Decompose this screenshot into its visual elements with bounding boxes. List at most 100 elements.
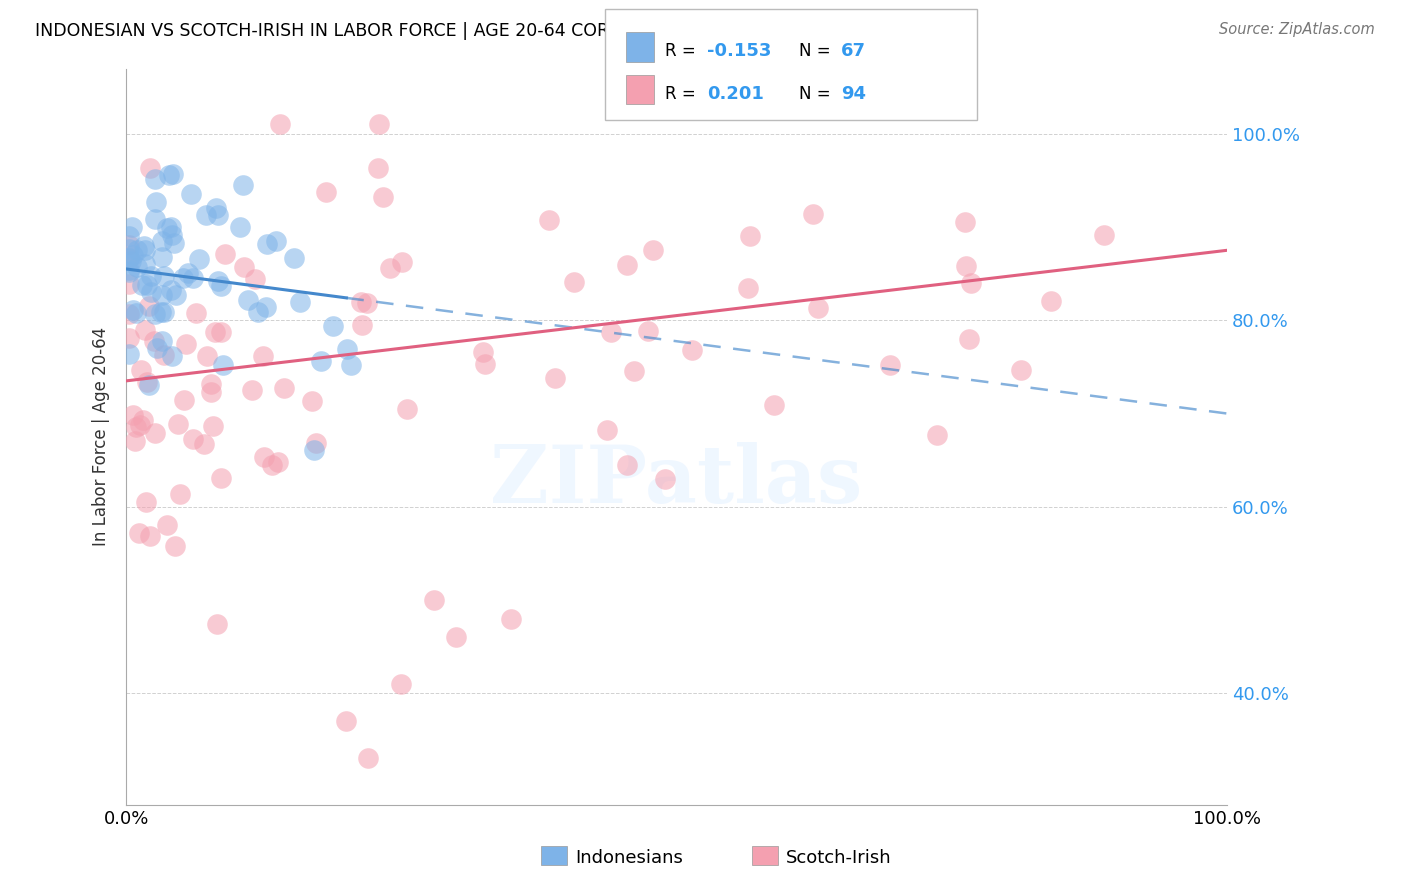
- Point: [146, 341, 169, 355]
- Point: [117, 251, 139, 265]
- Point: [125, 260, 148, 275]
- Point: [204, 326, 226, 340]
- Point: [236, 293, 259, 307]
- Point: [135, 494, 157, 508]
- Point: [637, 324, 659, 338]
- Point: [124, 434, 146, 448]
- Point: [211, 358, 233, 372]
- Point: [240, 384, 263, 398]
- Point: [623, 364, 645, 378]
- Point: [145, 307, 167, 321]
- Point: [352, 318, 374, 332]
- Point: [305, 436, 328, 450]
- Point: [643, 244, 665, 258]
- Point: [138, 299, 160, 313]
- Point: [315, 185, 337, 199]
- Point: [153, 305, 176, 319]
- Point: [681, 343, 703, 358]
- Point: [174, 336, 197, 351]
- Point: [616, 458, 638, 472]
- Point: [173, 393, 195, 408]
- Point: [654, 472, 676, 486]
- Point: [200, 385, 222, 400]
- Text: ZIPatlas: ZIPatlas: [491, 442, 863, 520]
- Point: [254, 300, 277, 314]
- Point: [391, 255, 413, 269]
- Text: 94: 94: [841, 85, 866, 103]
- Point: [273, 381, 295, 395]
- Point: [141, 285, 163, 299]
- Point: [128, 418, 150, 433]
- Point: [309, 354, 332, 368]
- Point: [204, 201, 226, 215]
- Point: [544, 371, 567, 385]
- Point: [423, 593, 446, 607]
- Point: [471, 345, 494, 359]
- Point: [350, 294, 373, 309]
- Point: [138, 378, 160, 392]
- Point: [474, 357, 496, 371]
- Point: [180, 186, 202, 201]
- Point: [1092, 228, 1115, 243]
- Point: [283, 252, 305, 266]
- Point: [135, 278, 157, 293]
- Point: [193, 437, 215, 451]
- Text: Source: ZipAtlas.com: Source: ZipAtlas.com: [1219, 22, 1375, 37]
- Point: [957, 332, 980, 346]
- Point: [127, 243, 149, 257]
- Point: [801, 207, 824, 221]
- Point: [118, 331, 141, 345]
- Point: [156, 517, 179, 532]
- Text: INDONESIAN VS SCOTCH-IRISH IN LABOR FORCE | AGE 20-64 CORRELATION CHART: INDONESIAN VS SCOTCH-IRISH IN LABOR FORC…: [35, 22, 759, 40]
- Text: N =: N =: [799, 42, 835, 60]
- Point: [763, 398, 786, 412]
- Point: [214, 247, 236, 261]
- Point: [165, 539, 187, 553]
- Point: [207, 207, 229, 221]
- Point: [269, 118, 291, 132]
- Point: [209, 325, 232, 339]
- Point: [256, 237, 278, 252]
- Point: [145, 194, 167, 209]
- Point: [229, 219, 252, 234]
- Text: R =: R =: [665, 42, 702, 60]
- Point: [122, 303, 145, 318]
- Point: [537, 212, 560, 227]
- Point: [143, 211, 166, 226]
- Point: [335, 714, 357, 728]
- Point: [172, 271, 194, 285]
- Text: 67: 67: [841, 42, 866, 60]
- Point: [378, 261, 401, 276]
- Point: [145, 172, 167, 186]
- Point: [205, 616, 228, 631]
- Point: [357, 751, 380, 765]
- Point: [160, 283, 183, 297]
- Point: [121, 248, 143, 262]
- Point: [1010, 363, 1032, 377]
- Point: [446, 630, 468, 644]
- Text: N =: N =: [799, 85, 835, 103]
- Point: [117, 277, 139, 291]
- Point: [177, 266, 200, 280]
- Point: [131, 277, 153, 292]
- Point: [159, 220, 181, 235]
- Point: [139, 529, 162, 543]
- Point: [195, 208, 218, 222]
- Y-axis label: In Labor Force | Age 20-64: In Labor Force | Age 20-64: [93, 327, 110, 547]
- Point: [302, 443, 325, 458]
- Point: [156, 220, 179, 235]
- Text: 0.201: 0.201: [707, 85, 763, 103]
- Point: [160, 349, 183, 363]
- Point: [373, 190, 395, 204]
- Point: [118, 307, 141, 321]
- Point: [959, 277, 981, 291]
- Point: [336, 342, 359, 356]
- Point: [118, 251, 141, 265]
- Point: [132, 413, 155, 427]
- Point: [132, 239, 155, 253]
- Point: [143, 425, 166, 440]
- Point: [195, 349, 218, 363]
- Point: [128, 525, 150, 540]
- Point: [209, 278, 232, 293]
- Point: [925, 428, 948, 442]
